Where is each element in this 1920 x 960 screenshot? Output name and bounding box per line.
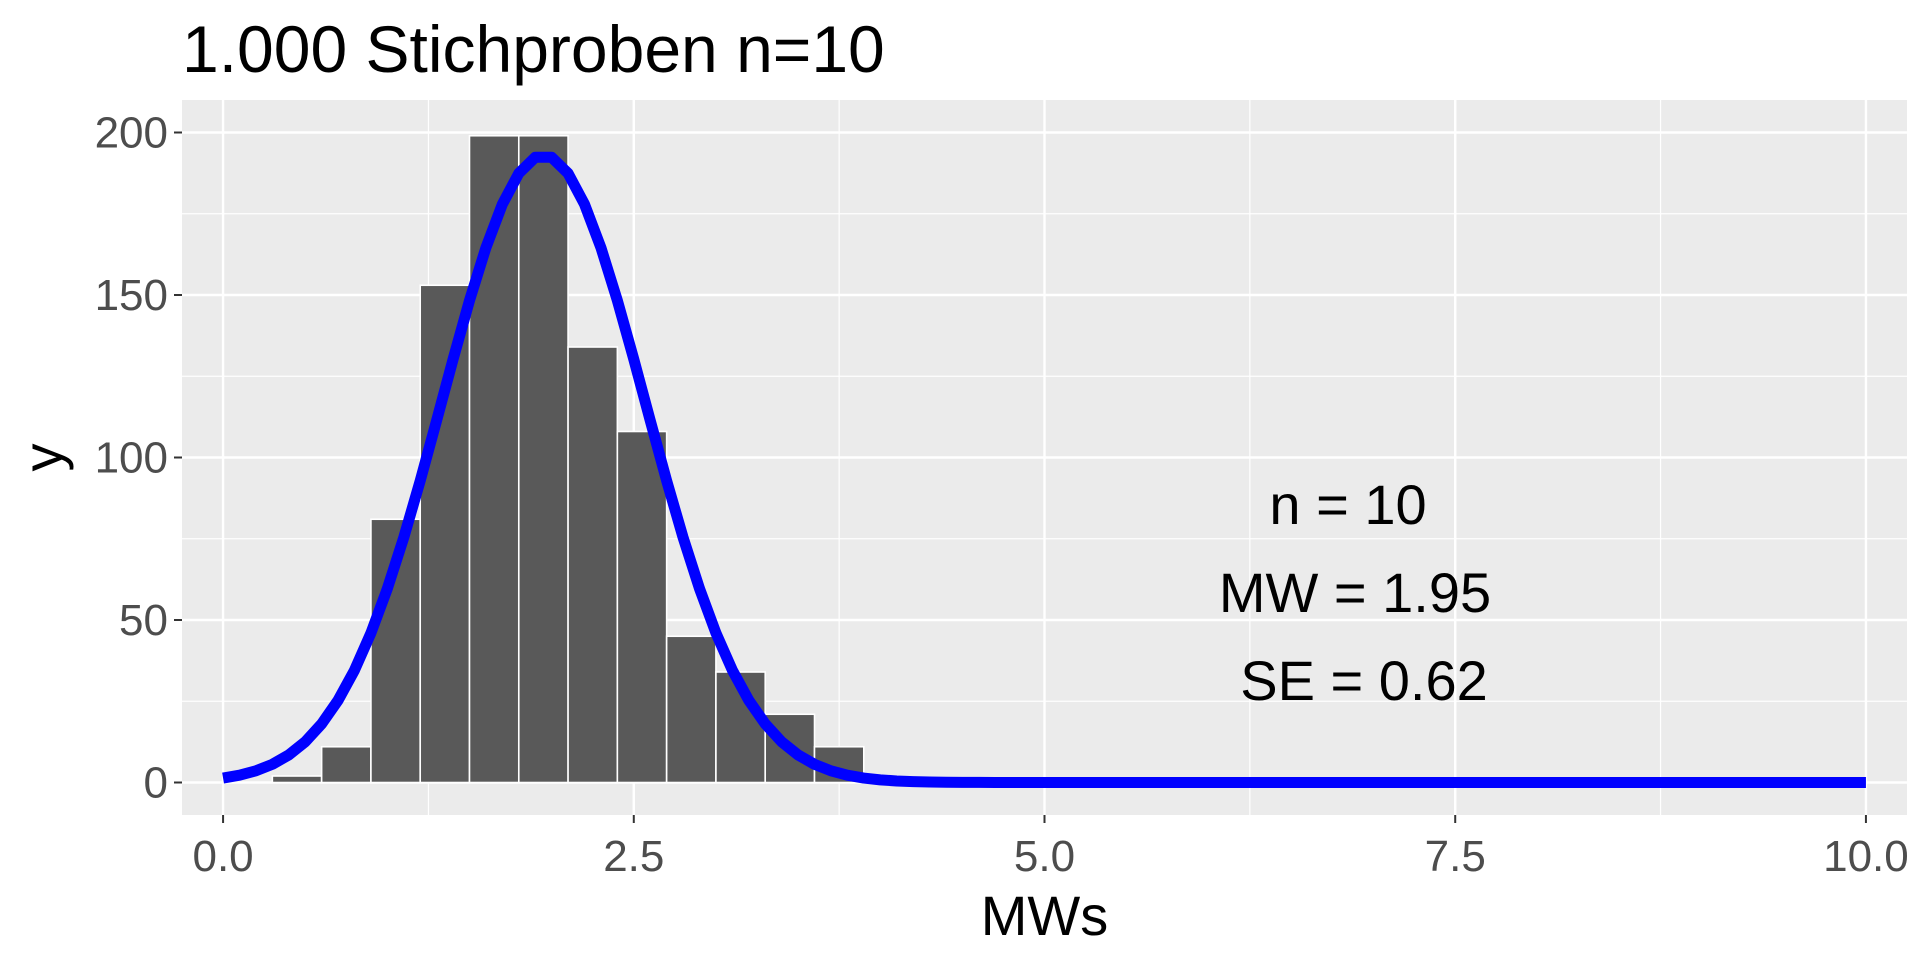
annotation-se: SE = 0.62 [1240,649,1488,712]
y-tick-label: 200 [95,109,168,158]
normal-curve-line [222,151,1866,788]
histogram-bar [468,134,520,784]
x-axis-title: MWs [981,884,1109,947]
y-tick-label: 50 [119,596,168,645]
histogram-bar [419,284,471,784]
x-tick-label: 2.5 [603,832,664,881]
y-tick-label: 150 [95,271,168,320]
y-tick-label: 100 [95,434,168,483]
histogram-bar [567,346,619,784]
x-tick-label: 5.0 [1014,832,1075,881]
histogram-bar [616,430,668,784]
histogram-bars [271,134,865,784]
x-axis-ticks: 0.0 2.5 5.0 7.5 10.0 [192,815,1909,881]
y-tick-label: 0 [144,759,168,808]
histogram-bar [271,775,323,784]
annotation-mean: MW = 1.95 [1219,561,1491,624]
y-axis-title: y [11,444,74,472]
histogram-bar [320,745,372,784]
histogram-bar [665,635,717,784]
x-tick-label: 0.0 [192,832,253,881]
histogram-bar [517,134,569,784]
chart-title: 1.000 Stichproben n=10 [182,12,885,86]
x-tick-label: 10.0 [1823,832,1909,881]
y-axis-ticks: 0 50 100 150 200 [95,109,182,808]
annotation-n: n = 10 [1269,473,1426,536]
x-tick-label: 7.5 [1425,832,1486,881]
